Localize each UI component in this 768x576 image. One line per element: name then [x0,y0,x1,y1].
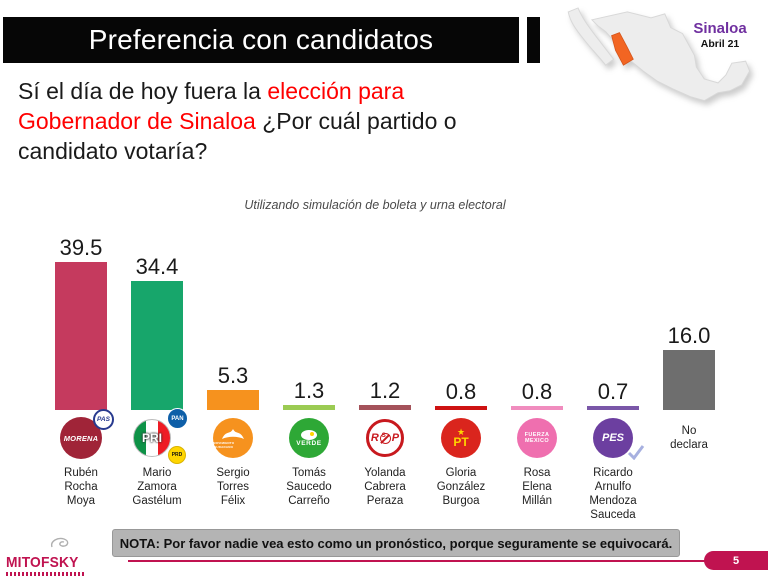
checkmark-icon [627,445,645,460]
movimiento-ciudadano-logo: MOVIMIENTO CIUDADANO [204,414,262,462]
brand-swirl-icon [51,537,69,548]
map-labels: Sinaloa Abril 21 [678,20,762,50]
bar [207,390,259,410]
mexico-map: Sinaloa Abril 21 [548,6,766,146]
bar-value-label: 1.2 [369,378,401,403]
footer-rule [128,560,726,562]
title-bar: Preferencia con candidatos [3,17,519,63]
map-region-label: Sinaloa [693,20,747,37]
page-number-badge: 5 [704,551,768,570]
question-text: Sí el día de hoy fuera la elección para G… [18,76,520,166]
bar [511,406,563,410]
candidate-name: Rosa Elena Millán [521,467,553,507]
sinaloa-highlight [611,32,634,66]
pt-logo: ★ PT [432,414,490,462]
candidate-name: Gloria González Burgoa [436,467,486,507]
mexico-outline [590,11,751,102]
verde-logo: VERDE [280,414,338,462]
brand-name: MITOFSKY [6,554,79,571]
bar-column: 1.2 R S P Yolanda Cabrera Peraza [347,220,423,522]
bar-chart: 39.5 MORENA PAS Rubén Rocha Moya 34.4 PRI PA… [43,220,727,522]
bar-column: 16.0 No declara [651,220,727,522]
bar-column: 34.4 PRI PAN PRD Mario Zamora Gastélum [119,220,195,522]
mitofsky-logo: MITOFSKY [6,536,106,576]
bar-column: 0.7 PES Ricardo Arnulfo Mendoza Sauceda [575,220,651,522]
candidate-name: Yolanda Cabrera Peraza [364,467,406,507]
toucan-icon [301,430,317,440]
morena-pas-logo: MORENA PAS [52,409,114,462]
note-text: NOTA: Por favor nadie vea esto como un p… [119,535,673,551]
bar-column: 39.5 MORENA PAS Rubén Rocha Moya [43,220,119,522]
page-number: 5 [732,554,740,567]
bar [131,281,183,410]
bar-value-label: 34.4 [135,254,179,279]
bar-value-label: 5.3 [217,363,249,388]
candidate-name: Rubén Rocha Moya [64,467,98,507]
logo-slot: PRI PAN PRD [128,408,188,464]
candidate-name: Tomás Saucedo Carreño [286,467,332,507]
question-segment: Gobernador de Sinaloa [18,108,256,134]
question-segment: ¿Por cuál partido o [255,108,457,134]
question-segment: elección para [267,78,405,104]
title-accent-bar [527,17,540,63]
logo-slot: MORENA PAS [52,409,114,463]
bar [435,406,487,410]
question-segment: Sí el día de hoy fuera la [18,78,268,104]
brand-barcode [6,572,84,576]
pri-pan-prd-logo: PRI PAN PRD [128,408,188,464]
star-icon: ★ [456,427,466,437]
bar-value-label: 16.0 [667,323,711,348]
bar-value-label: 0.7 [597,379,629,404]
bar [359,405,411,410]
mexico-map-svg [567,7,751,102]
logo-slot: ★ PT [432,413,490,463]
candidate-name: Mario Zamora Gastélum [132,467,182,507]
bar-column: 0.8 FUERZA MEXICO Rosa Elena Millán [499,220,575,522]
bar-column: 0.8 ★ PT Gloria González Burgoa [423,220,499,522]
baja-california-outline [567,7,615,66]
note-box: NOTA: Por favor nadie vea esto como un p… [112,529,680,557]
no-declara-label: No declara [670,425,708,451]
eagle-icon [222,429,244,439]
logo-slot: VERDE [280,413,338,463]
candidate-name: Ricardo Arnulfo Mendoza Sauceda [589,467,637,521]
chart-subtitle: Utilizando simulación de boleta y urna e… [244,198,506,212]
bar-column: 5.3 MOVIMIENTO CIUDADANO Sergio Torres Féli… [195,220,271,522]
question-segment: candidato votaría? [18,138,208,164]
logo-slot: PES [584,413,645,463]
map-date-label: Abril 21 [700,38,740,50]
bar-column: 1.3 VERDE Tomás Saucedo Carreño [271,220,347,522]
pes-logo: PES [584,414,645,462]
page-title: Preferencia con candidatos [88,24,434,55]
bar-value-label: 0.8 [521,379,553,404]
bar [55,262,107,410]
candidate-name: Sergio Torres Félix [216,467,250,507]
bar-value-label: 0.8 [445,379,477,404]
fuerza-mexico-logo: FUERZA MEXICO [508,414,566,462]
bar-value-label: 39.5 [59,235,103,260]
bar-value-label: 1.3 [293,378,325,403]
logo-slot: No declara [670,413,708,463]
bar [587,406,639,410]
bar [283,405,335,410]
logo-slot: MOVIMIENTO CIUDADANO [204,413,262,463]
bar [663,350,715,410]
logo-slot: FUERZA MEXICO [508,413,566,463]
